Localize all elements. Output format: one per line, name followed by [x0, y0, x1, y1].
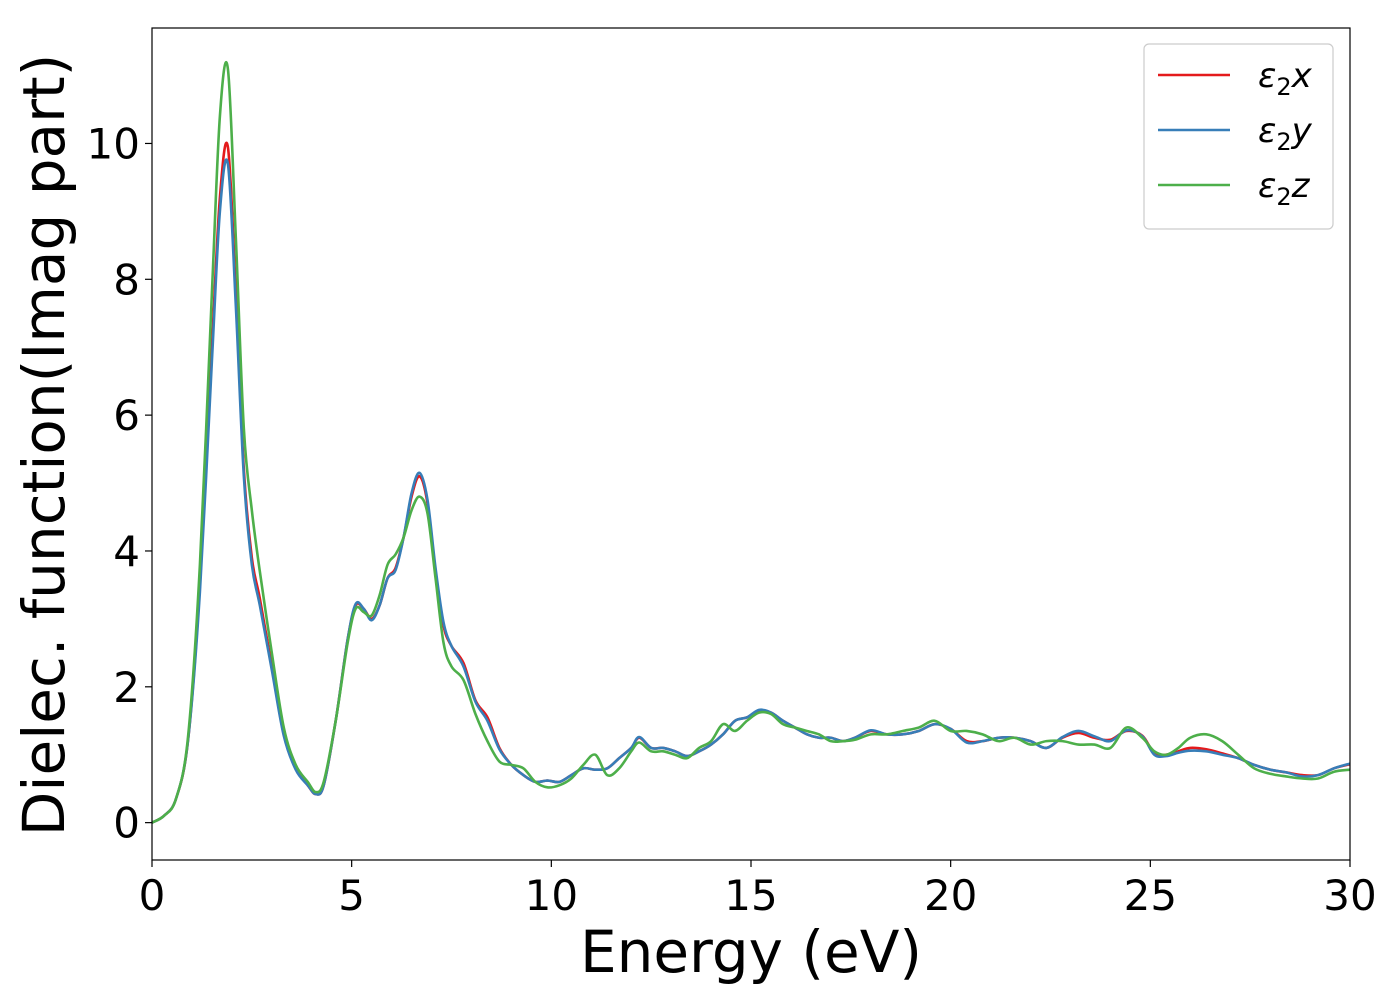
y-tick-label: 6	[113, 391, 140, 440]
axes: 0 5 10 15 20 25 30 0 2 4 6 8 10	[87, 119, 1377, 920]
x-tick-label: 5	[338, 871, 365, 920]
legend-label-z: ε2z	[1258, 166, 1311, 211]
x-tick-label: 20	[924, 871, 977, 920]
legend: ε2x ε2y ε2z	[1143, 43, 1334, 230]
x-tick-label: 10	[525, 871, 578, 920]
x-tick-label: 30	[1323, 871, 1376, 920]
legend-box	[1143, 43, 1334, 230]
x-axis-title: Energy (eV)	[580, 918, 922, 986]
y-tick-label: 10	[87, 119, 140, 168]
y-tick-label: 8	[113, 255, 140, 304]
x-tick-label: 15	[724, 871, 777, 920]
y-axis-title: Dielec. function(Imag part)	[10, 54, 78, 837]
y-tick-label: 4	[113, 527, 140, 576]
legend-label-x: ε2x	[1258, 56, 1313, 101]
series-line-z	[151, 60, 1351, 824]
y-tick-label: 2	[113, 663, 140, 712]
legend-label-y: ε2y	[1258, 111, 1313, 156]
series-line-y	[151, 158, 1351, 824]
plot-area	[151, 60, 1351, 824]
x-tick-label: 0	[139, 871, 166, 920]
y-tick-label: 0	[113, 799, 140, 848]
x-tick-label: 25	[1124, 871, 1177, 920]
